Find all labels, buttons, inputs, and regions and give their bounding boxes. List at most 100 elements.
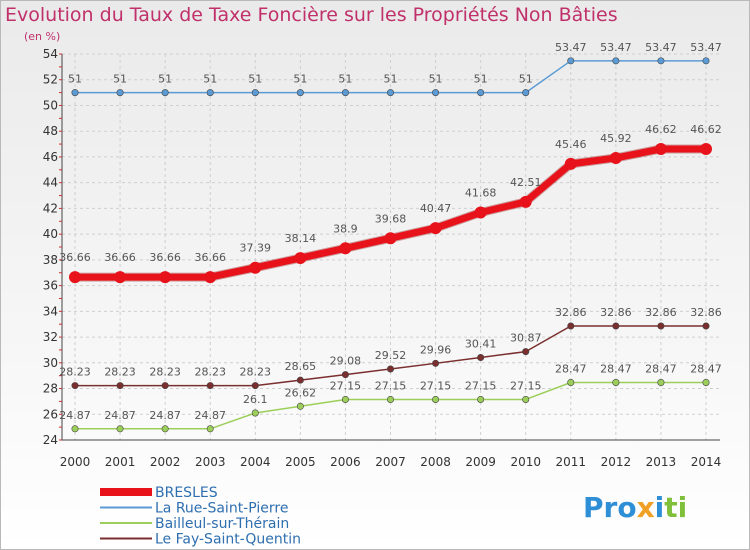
- data-point-bresles: [204, 271, 217, 284]
- data-point-la-rue-saint-pierre: [116, 89, 124, 97]
- y-tick-label: 38: [43, 253, 58, 267]
- data-label-la-rue-saint-pierre: 51: [429, 73, 443, 86]
- data-point-bresles: [159, 271, 172, 284]
- y-tick-label: 30: [43, 356, 58, 370]
- axes: 24 26 28 30 32 34 36 38 40 42 44 46 48 50 52 54 2000 2001…: [43, 47, 722, 469]
- data-point-le-fay-saint-quentin: [161, 382, 169, 390]
- x-tick-label: 2014: [691, 455, 722, 469]
- data-point-bresles: [654, 142, 667, 155]
- data-point-bresles: [69, 271, 81, 284]
- legend-label-le-fay-saint-quentin: Le Fay-Saint-Quentin: [155, 532, 301, 548]
- data-point-la-rue-saint-pierre: [386, 89, 394, 97]
- data-point-le-fay-saint-quentin: [251, 382, 259, 390]
- data-point-bresles: [384, 232, 397, 245]
- data-label-bailleul-sur-therain: 28.47: [600, 362, 632, 375]
- data-point-bailleul-sur-therain: [432, 395, 440, 403]
- data-point-le-fay-saint-quentin: [522, 348, 530, 356]
- data-label-bresles: 42.51: [510, 176, 542, 189]
- data-label-la-rue-saint-pierre: 51: [474, 73, 488, 86]
- data-label-la-rue-saint-pierre: 51: [519, 73, 533, 86]
- y-tick-label: 50: [43, 98, 58, 112]
- y-tick-label: 34: [43, 304, 58, 318]
- data-point-bailleul-sur-therain: [386, 395, 394, 403]
- data-point-bresles: [339, 242, 352, 255]
- data-point-le-fay-saint-quentin: [432, 359, 440, 367]
- data-label-bresles: 36.66: [149, 251, 181, 264]
- data-point-le-fay-saint-quentin: [386, 365, 394, 373]
- data-label-le-fay-saint-quentin: 28.23: [240, 366, 272, 379]
- data-point-bresles: [564, 157, 577, 170]
- x-tick-label: 2010: [510, 455, 541, 469]
- x-tick-label: 2013: [646, 455, 677, 469]
- data-label-le-fay-saint-quentin: 32.86: [600, 306, 632, 319]
- grid: [62, 53, 720, 441]
- y-tick-label: 44: [43, 176, 58, 190]
- data-label-la-rue-saint-pierre: 51: [248, 73, 262, 86]
- data-point-le-fay-saint-quentin: [71, 382, 79, 390]
- data-label-la-rue-saint-pierre: 51: [384, 73, 398, 86]
- data-point-bailleul-sur-therain: [657, 378, 665, 386]
- x-tick-label: 2002: [150, 455, 181, 469]
- data-label-bresles: 37.39: [240, 242, 272, 255]
- data-label-bailleul-sur-therain: 27.15: [330, 379, 362, 392]
- data-point-la-rue-saint-pierre: [522, 89, 530, 97]
- data-label-le-fay-saint-quentin: 28.23: [194, 366, 226, 379]
- data-label-le-fay-saint-quentin: 29.96: [420, 343, 452, 356]
- data-label-la-rue-saint-pierre: 51: [113, 73, 127, 86]
- data-label-bresles: 46.62: [690, 123, 722, 136]
- data-point-le-fay-saint-quentin: [567, 322, 575, 330]
- data-point-bresles: [429, 222, 442, 235]
- data-point-bresles: [700, 142, 712, 155]
- data-point-la-rue-saint-pierre: [206, 89, 214, 97]
- data-point-le-fay-saint-quentin: [657, 322, 665, 330]
- x-tick-label: 2004: [240, 455, 271, 469]
- data-point-la-rue-saint-pierre: [161, 89, 169, 97]
- data-label-la-rue-saint-pierre: 53.47: [645, 41, 677, 54]
- y-tick-label: 42: [43, 201, 58, 215]
- data-label-la-rue-saint-pierre: 51: [203, 73, 217, 86]
- x-tick-label: 2009: [465, 455, 496, 469]
- data-label-bailleul-sur-therain: 24.87: [194, 409, 226, 422]
- data-label-bresles: 45.92: [600, 132, 632, 145]
- data-point-bresles: [249, 261, 262, 274]
- data-label-bailleul-sur-therain: 27.15: [465, 379, 497, 392]
- legend-label-bresles: BRESLES: [155, 485, 218, 501]
- data-label-le-fay-saint-quentin: 30.87: [510, 332, 542, 345]
- data-label-bresles: 36.66: [104, 251, 136, 264]
- y-tick-label: 54: [43, 47, 58, 61]
- data-label-bresles: 40.47: [420, 202, 452, 215]
- data-label-bailleul-sur-therain: 24.87: [149, 409, 181, 422]
- data-label-bailleul-sur-therain: 28.47: [690, 362, 722, 375]
- y-tick-label: 26: [43, 407, 58, 421]
- data-label-la-rue-saint-pierre: 53.47: [690, 41, 722, 54]
- data-point-le-fay-saint-quentin: [116, 382, 124, 390]
- data-point-la-rue-saint-pierre: [251, 89, 259, 97]
- y-tick-label: 36: [43, 279, 58, 293]
- y-tick-label: 24: [43, 433, 58, 447]
- data-point-la-rue-saint-pierre: [477, 89, 485, 97]
- data-label-bailleul-sur-therain: 26.1: [243, 393, 268, 406]
- y-tick-label: 46: [43, 150, 58, 164]
- x-tick-label: 2007: [375, 455, 406, 469]
- data-point-bailleul-sur-therain: [477, 395, 485, 403]
- chart-title: Evolution du Taux de Taxe Foncière sur l…: [5, 4, 618, 26]
- data-label-le-fay-saint-quentin: 30.41: [465, 338, 497, 351]
- proxiti-logo: Proxiti: [583, 491, 687, 524]
- data-point-bresles: [114, 271, 127, 284]
- x-tick-label: 2000: [60, 455, 91, 469]
- x-tick-label: 2001: [105, 455, 136, 469]
- data-label-bresles: 36.66: [194, 251, 226, 264]
- y-tick-label: 48: [43, 124, 58, 138]
- data-point-bailleul-sur-therain: [296, 402, 304, 410]
- data-label-le-fay-saint-quentin: 28.65: [285, 360, 317, 373]
- data-point-bresles: [474, 206, 487, 219]
- data-point-bailleul-sur-therain: [341, 395, 349, 403]
- data-point-la-rue-saint-pierre: [341, 89, 349, 97]
- data-point-le-fay-saint-quentin: [612, 322, 620, 330]
- data-point-la-rue-saint-pierre: [657, 57, 665, 65]
- unit-label: (en %): [24, 30, 61, 43]
- data-label-le-fay-saint-quentin: 29.08: [330, 355, 362, 368]
- data-label-bailleul-sur-therain: 24.87: [59, 409, 91, 422]
- data-label-le-fay-saint-quentin: 32.86: [555, 306, 587, 319]
